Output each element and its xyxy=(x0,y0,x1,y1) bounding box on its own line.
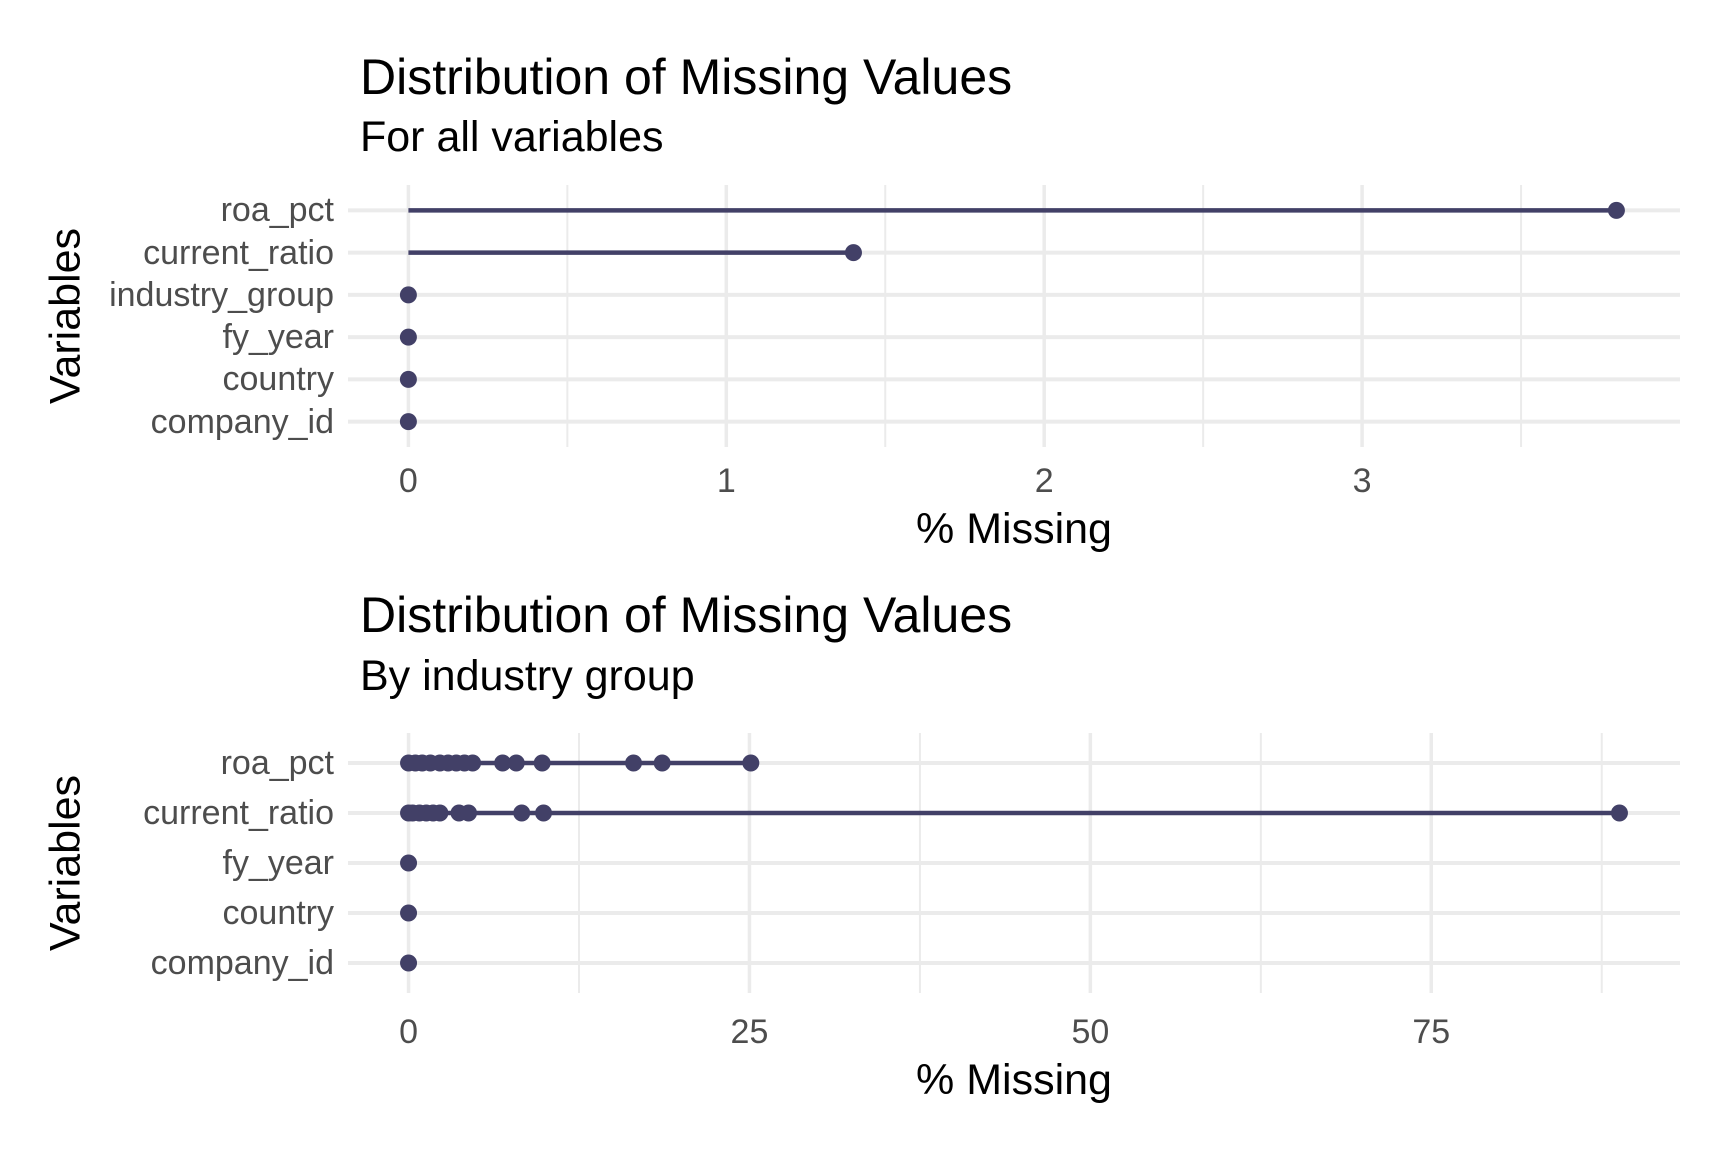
minor-gridlines xyxy=(566,185,1523,447)
data-point xyxy=(533,754,551,772)
y-category-label: industry_group xyxy=(109,275,334,314)
x-tick-label: 1 xyxy=(716,462,736,500)
data-point xyxy=(399,328,417,346)
data-point xyxy=(399,286,417,304)
y-category-label: fy_year xyxy=(222,318,335,357)
data-point xyxy=(400,854,418,872)
data-point xyxy=(399,370,417,388)
data-point xyxy=(844,244,862,262)
x-tick-label: 0 xyxy=(398,462,418,500)
y-category-label: fy_year xyxy=(222,844,335,882)
data-point xyxy=(460,804,478,822)
chart1-title: Distribution of Missing Values xyxy=(360,49,1013,105)
y-category-label: country xyxy=(222,894,335,932)
chart2-title: Distribution of Missing Values xyxy=(360,587,1013,643)
major-gridlines xyxy=(406,185,1364,447)
data-point xyxy=(400,954,418,972)
data-point xyxy=(625,754,643,772)
chart1-subtitle: For all variables xyxy=(360,113,664,161)
data-point xyxy=(494,754,512,772)
x-tick-label: 3 xyxy=(1352,462,1372,500)
data-point xyxy=(653,754,671,772)
data-point xyxy=(1610,804,1628,822)
x-tick-label: 2 xyxy=(1034,462,1054,500)
x-tick-label: 25 xyxy=(730,1013,769,1051)
x-tick-label: 0 xyxy=(399,1013,418,1051)
lollipop-stems xyxy=(408,208,1617,255)
y-category-label: company_id xyxy=(150,944,334,982)
data-point xyxy=(464,754,482,772)
chart2-subtitle: By industry group xyxy=(360,652,695,700)
y-category-label: current_ratio xyxy=(143,233,334,272)
x-tick-label: 50 xyxy=(1071,1013,1110,1051)
y-category-label: country xyxy=(222,360,335,399)
y-category-label: company_id xyxy=(150,402,334,441)
y-category-label: roa_pct xyxy=(220,744,334,782)
data-point xyxy=(1607,201,1625,219)
chart1-x-axis-title: % Missing xyxy=(916,505,1112,553)
data-point xyxy=(400,904,418,922)
data-points xyxy=(400,754,1628,972)
data-point xyxy=(742,754,760,772)
x-tick-label: 75 xyxy=(1412,1013,1451,1051)
data-point xyxy=(535,804,553,822)
y-category-label: current_ratio xyxy=(143,794,334,832)
data-point xyxy=(399,413,417,431)
lollipop-stems xyxy=(408,760,1620,816)
data-points xyxy=(399,201,1625,431)
data-point xyxy=(431,804,449,822)
data-point xyxy=(507,754,525,772)
row-gridlines xyxy=(348,761,1680,965)
y-category-label: roa_pct xyxy=(220,191,334,230)
data-point xyxy=(513,804,531,822)
chart2-x-axis-title: % Missing xyxy=(916,1056,1112,1104)
